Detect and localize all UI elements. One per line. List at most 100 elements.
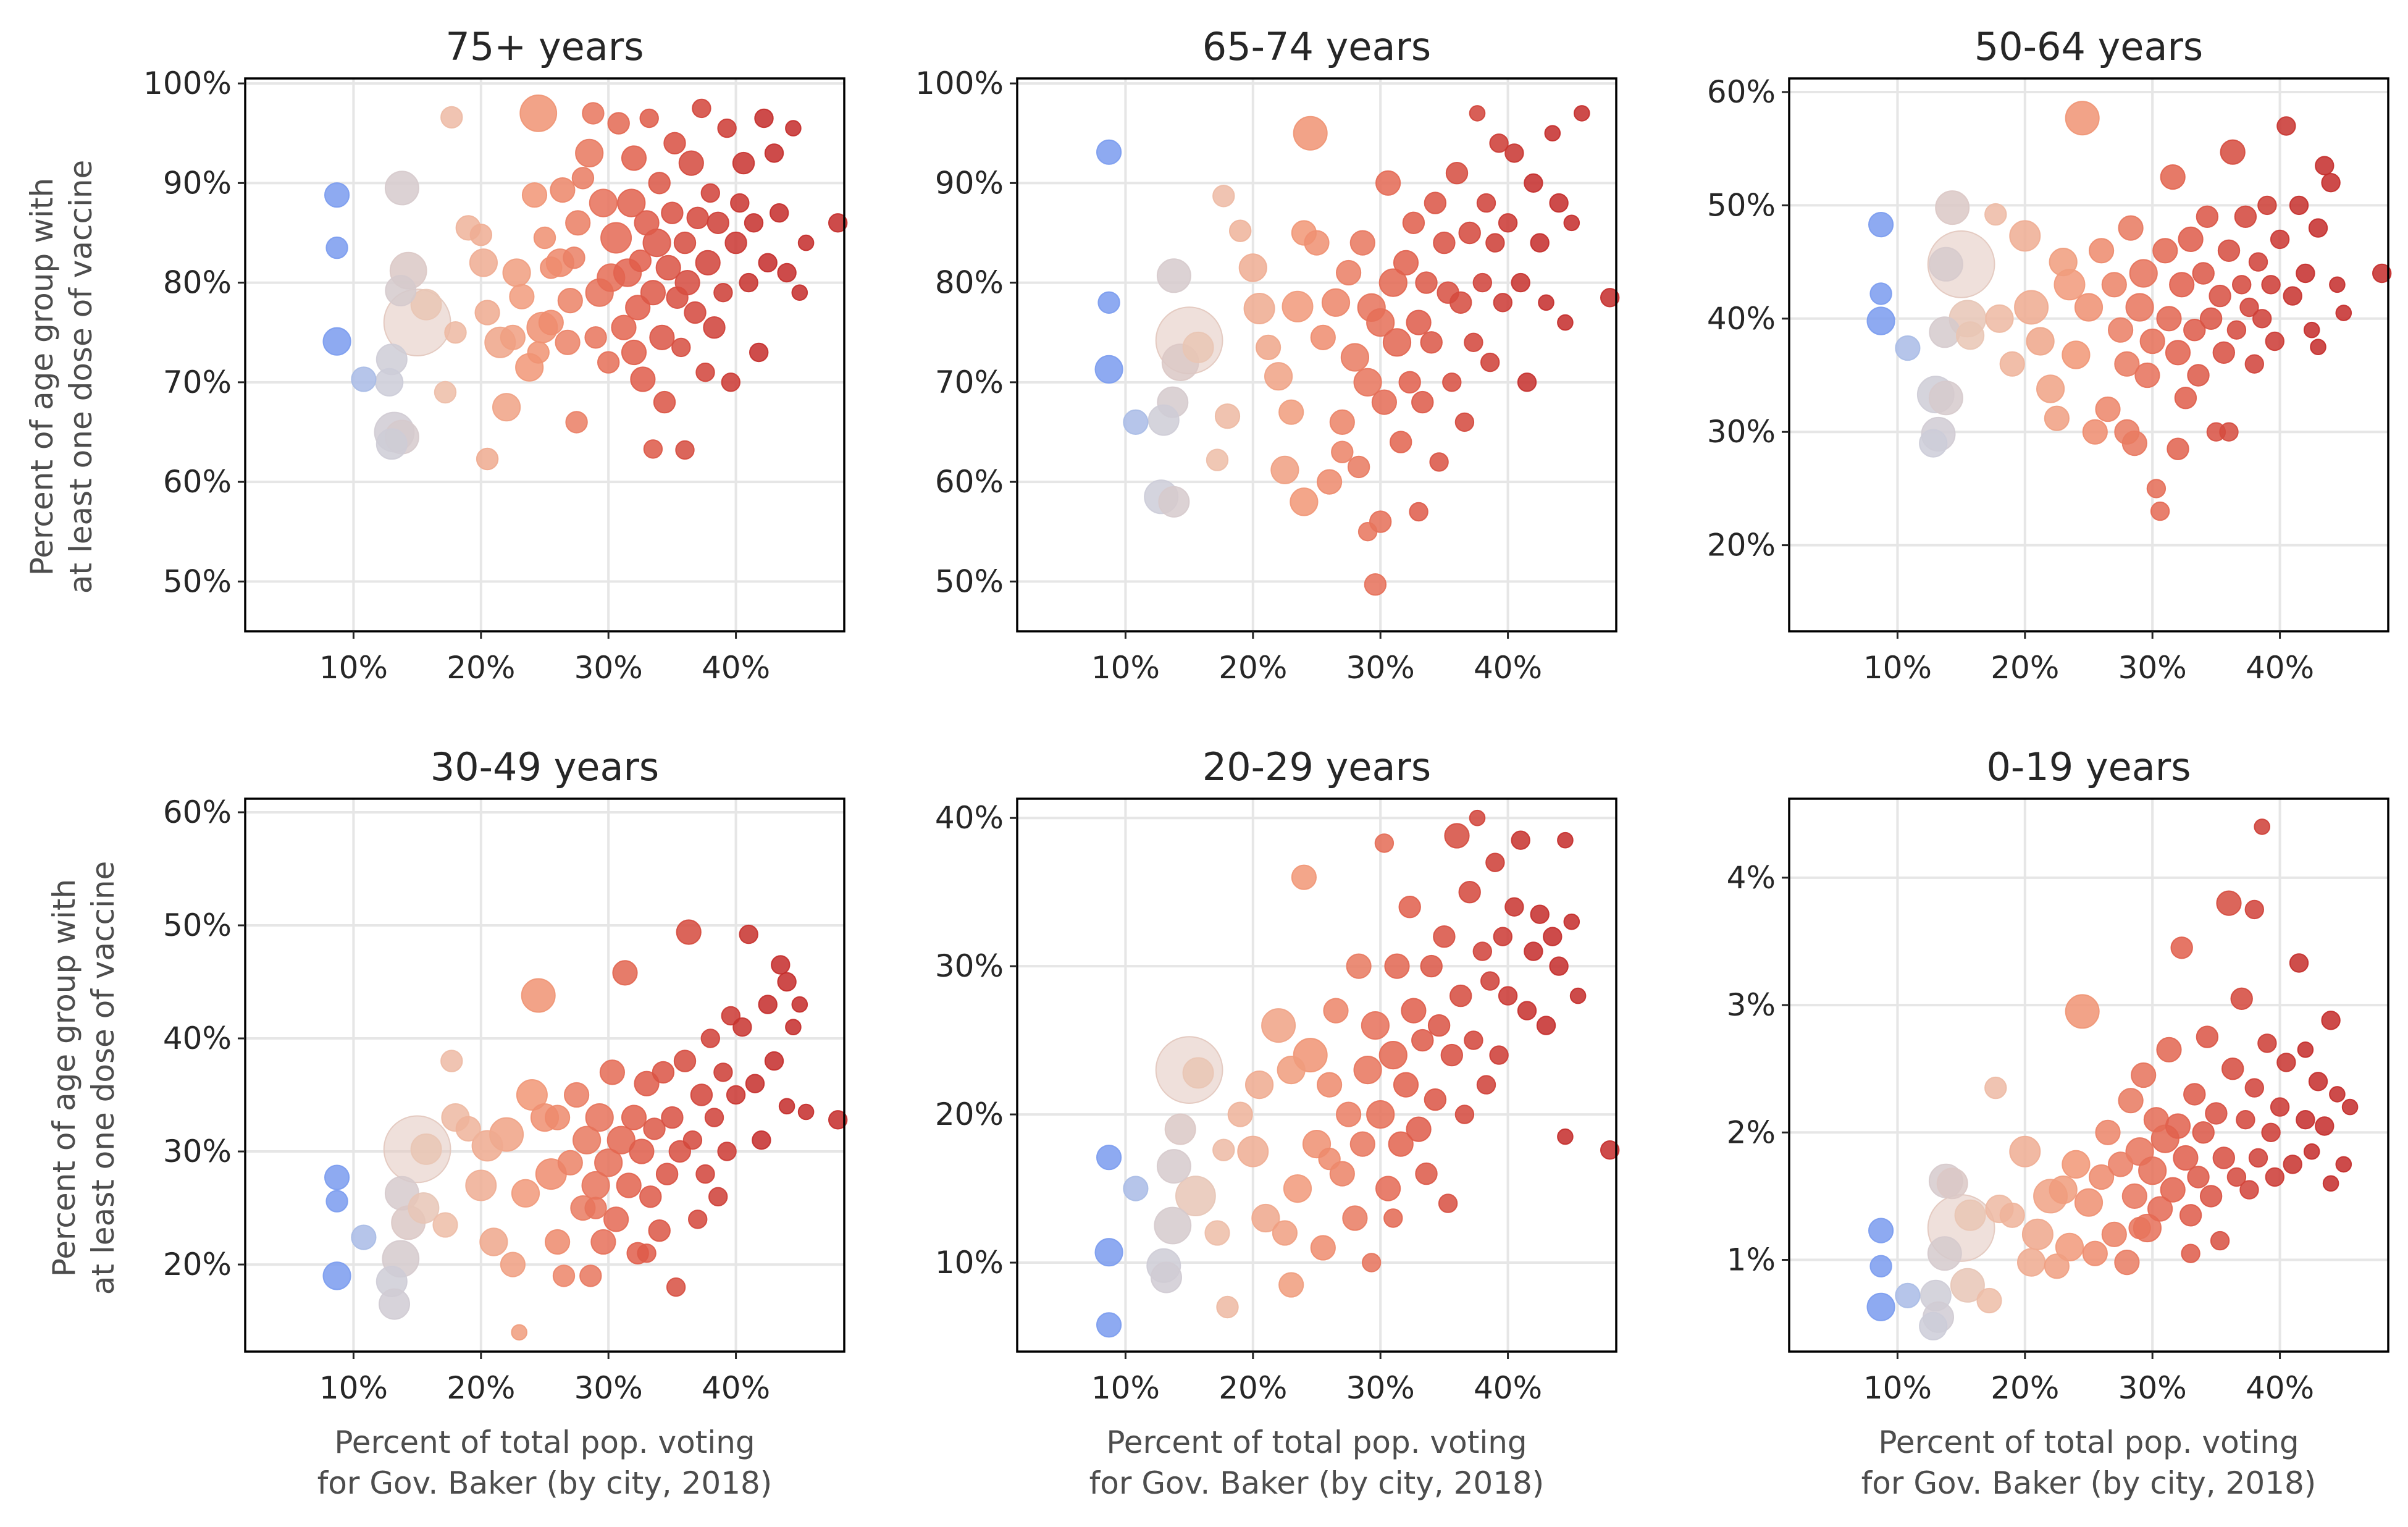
data-point [1424, 1088, 1447, 1111]
data-point [1245, 1071, 1274, 1100]
data-point [2372, 263, 2392, 284]
data-point [465, 1169, 497, 1201]
data-point [2283, 286, 2302, 306]
data-point [1936, 1167, 1968, 1200]
y-tick-label: 20% [935, 1096, 1004, 1132]
data-point [2101, 1221, 2127, 1247]
data-point [2121, 1183, 2147, 1209]
data-point [1409, 502, 1428, 522]
data-point [469, 224, 492, 246]
data-point [2074, 1188, 2104, 1217]
data-point [351, 1224, 377, 1250]
axes-frame [1016, 797, 1617, 1353]
data-point [1158, 486, 1190, 518]
y-tick-label: 30% [935, 948, 1004, 984]
data-point [684, 301, 707, 324]
data-point [1984, 203, 2007, 226]
y-tick-label: 50% [1707, 187, 1776, 223]
data-point [1278, 399, 1304, 425]
data-point [1384, 953, 1410, 979]
data-point [2174, 387, 2197, 410]
data-point [692, 98, 711, 119]
data-point [2209, 284, 2231, 308]
data-point [1323, 998, 1349, 1024]
data-point [2170, 936, 2193, 959]
data-point [1156, 1149, 1191, 1184]
data-point [1382, 328, 1412, 357]
data-point [1164, 1113, 1196, 1145]
data-point [2205, 1102, 2228, 1125]
data-point [700, 1029, 721, 1048]
xlabel-col3-line2: for Gov. Baker (by city, 2018) [1861, 1465, 2317, 1501]
data-point [589, 188, 618, 217]
y-tick-label: 30% [1707, 414, 1776, 450]
data-point [579, 1264, 602, 1287]
data-point [1574, 105, 1590, 122]
data-point [1472, 941, 1493, 961]
data-point [700, 183, 721, 203]
data-point [637, 1243, 657, 1263]
data-point [726, 1085, 746, 1105]
data-point [521, 182, 548, 208]
data-point [408, 1192, 440, 1224]
data-point [1427, 1014, 1451, 1037]
data-point [1549, 956, 1569, 976]
data-point [584, 326, 607, 349]
data-point [1398, 371, 1421, 393]
panel-title: 65-74 years [1202, 24, 1432, 69]
data-point [1336, 1101, 1362, 1127]
data-point [2329, 1086, 2346, 1103]
data-point [1511, 830, 1530, 850]
data-point [1310, 324, 1336, 350]
data-point [1557, 831, 1574, 849]
data-point [1353, 368, 1382, 397]
data-point [1449, 291, 1472, 314]
data-point [1406, 309, 1432, 335]
data-point [690, 1083, 713, 1106]
data-point [2276, 1053, 2296, 1072]
data-point [1123, 409, 1149, 435]
data-point [2187, 1166, 2210, 1188]
data-point [2095, 396, 2121, 423]
data-point [791, 996, 808, 1013]
data-point [640, 280, 666, 306]
data-point [1227, 1101, 1253, 1127]
data-point [1557, 1128, 1574, 1145]
x-tick-label: 40% [2246, 1370, 2314, 1406]
data-point [1504, 143, 1524, 163]
data-point [1364, 573, 1387, 596]
y-tick-label: 50% [935, 563, 1004, 599]
data-point [1401, 998, 1427, 1024]
data-point [739, 272, 758, 293]
data-point [533, 226, 556, 250]
data-point [1445, 162, 1469, 185]
data-point [2276, 116, 2296, 136]
data-point [550, 177, 576, 203]
data-point [634, 1071, 660, 1096]
data-point [2212, 341, 2236, 364]
data-point [2118, 215, 2144, 241]
data-point [717, 1142, 737, 1161]
y-tick-label: 50% [163, 563, 232, 599]
data-point [1999, 351, 2025, 377]
data-point [2101, 272, 2127, 298]
data-point [688, 1209, 708, 1229]
data-point [2062, 1150, 2091, 1179]
data-point [2244, 354, 2265, 374]
data-point [1530, 904, 1550, 924]
data-point [643, 439, 663, 459]
data-point [476, 447, 499, 471]
data-point [2321, 1011, 2341, 1030]
data-point [575, 138, 604, 167]
data-point [2322, 1175, 2339, 1192]
ylabel-row2-line2: at least one dose of vaccine [85, 861, 121, 1295]
data-point [2261, 275, 2281, 295]
data-point [440, 1050, 463, 1072]
data-point [1511, 272, 1530, 293]
data-point [1251, 1203, 1280, 1233]
data-point [2219, 422, 2239, 442]
data-point [2221, 1058, 2244, 1080]
data-point [410, 288, 442, 321]
x-tick-label: 10% [1863, 1370, 1932, 1406]
data-point [1429, 452, 1449, 472]
